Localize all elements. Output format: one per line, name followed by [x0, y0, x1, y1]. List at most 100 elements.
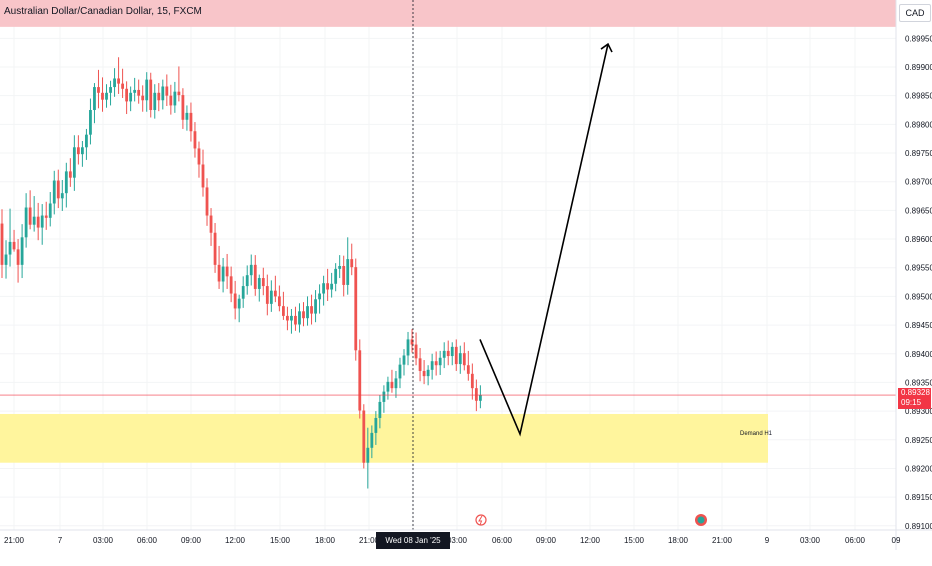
candle-body	[426, 369, 430, 377]
candle-body	[282, 306, 285, 316]
time-tick-label: 09:00	[181, 536, 202, 545]
candle-body	[394, 378, 398, 389]
candle-body	[4, 254, 8, 265]
time-tick-label: 09:00	[536, 536, 557, 545]
candle-body	[129, 92, 133, 102]
time-tick-label: 06:00	[845, 536, 866, 545]
candle-body	[137, 89, 141, 96]
price-tick-label: 0.89350	[905, 378, 932, 387]
candle-body	[44, 215, 48, 218]
candle-body	[322, 283, 325, 294]
candle-body	[310, 306, 313, 314]
candle-body	[466, 365, 470, 374]
candle-body	[446, 350, 450, 357]
candle-body	[290, 315, 293, 321]
candle-body	[298, 311, 301, 325]
last-price-value: 0.89328	[901, 388, 930, 397]
candle-body	[85, 134, 88, 148]
supply-zone	[0, 0, 896, 27]
candle-body	[12, 241, 16, 250]
candle-body	[201, 164, 205, 188]
candle-body	[410, 339, 414, 345]
price-axis[interactable]: 0.89950 0.89900 0.89850 0.89800 0.89750 0.897…	[895, 0, 932, 550]
time-tick-label: 06:00	[492, 536, 513, 545]
candle-body	[133, 89, 137, 93]
projection-path	[479, 43, 609, 437]
candle-body	[370, 432, 374, 448]
price-tick-label: 0.89650	[905, 206, 932, 215]
chart-title: Australian Dollar/Canadian Dollar, 15, F…	[4, 6, 202, 17]
projection-arrowhead	[600, 42, 613, 53]
candle-body	[237, 298, 241, 309]
currency-button[interactable]: CAD	[899, 4, 931, 22]
candle-body	[402, 355, 406, 365]
candle-body	[374, 417, 378, 433]
candle-body	[430, 361, 434, 370]
candle-body	[257, 278, 261, 289]
candle-body	[462, 353, 466, 366]
time-tick-label: 7	[58, 536, 63, 545]
candle-body	[334, 268, 338, 284]
price-tick-label: 0.89600	[905, 235, 932, 244]
time-tick-label: 15:00	[270, 536, 291, 545]
candle-body	[32, 216, 36, 225]
price-tick-label: 0.89200	[905, 464, 932, 473]
price-tick-label: 0.89400	[905, 350, 932, 359]
candle-body	[233, 293, 237, 309]
candle-body	[314, 299, 317, 314]
price-tick-label: 0.89100	[905, 522, 932, 531]
candle-body	[458, 353, 462, 365]
candle-body	[217, 264, 221, 282]
candle-body	[474, 388, 478, 401]
time-tick-label: 03:00	[447, 536, 468, 545]
price-tick-label: 0.89950	[905, 34, 932, 43]
time-tick-label: 03:00	[800, 536, 821, 545]
price-tick-label: 0.89300	[905, 407, 932, 416]
candle-body	[434, 361, 438, 366]
time-axis[interactable]: 21:00 7 03:00 06:00 09:00 12:00 15:00 18:00 21:0…	[0, 529, 932, 545]
candle-body	[362, 410, 366, 463]
candle-body	[350, 259, 354, 268]
candle-body	[169, 95, 173, 106]
candle-body	[229, 276, 233, 294]
candle-body	[398, 364, 402, 379]
candle-body	[0, 223, 4, 265]
candle-body	[221, 266, 225, 282]
candle-body	[89, 110, 92, 135]
price-tick-label: 0.89550	[905, 264, 932, 273]
candle-body	[36, 216, 40, 228]
candle-body	[249, 264, 253, 276]
candle-body	[109, 87, 112, 93]
candle-body	[149, 79, 153, 111]
time-tick-label: 18:00	[315, 536, 336, 545]
crosshair-time-label: Wed 08 Jan '25 00:00	[376, 532, 450, 562]
price-tick-label: 0.89750	[905, 149, 932, 158]
candle-body	[277, 296, 281, 307]
candle-body	[414, 344, 418, 359]
price-tick-label: 0.89700	[905, 178, 932, 187]
price-zones	[0, 0, 896, 463]
candle-body	[213, 232, 217, 265]
candle-body	[20, 237, 24, 265]
price-tick-label: 0.89850	[905, 92, 932, 101]
candle-body	[105, 92, 108, 100]
price-tick-label: 0.89800	[905, 120, 932, 129]
candle-body	[386, 381, 390, 392]
candle-body	[326, 283, 330, 290]
candle-body	[161, 86, 165, 101]
candle-body	[101, 92, 104, 100]
candle-body	[418, 358, 422, 371]
price-tick-label: 0.89250	[905, 436, 932, 445]
candle-body	[81, 147, 84, 155]
candle-body	[454, 346, 458, 365]
candle-body	[470, 373, 474, 389]
candle-body	[40, 215, 44, 228]
candle-body	[181, 95, 185, 120]
price-chart[interactable]: 0.89950 0.89900 0.89850 0.89800 0.89750 0.897…	[0, 0, 932, 550]
candle-body	[382, 391, 386, 402]
news-event-icon	[695, 514, 707, 526]
candle-body	[205, 187, 209, 216]
bar-countdown: 09:15	[901, 398, 922, 407]
candle-body	[177, 91, 181, 96]
price-tick-label: 0.89150	[905, 493, 932, 502]
